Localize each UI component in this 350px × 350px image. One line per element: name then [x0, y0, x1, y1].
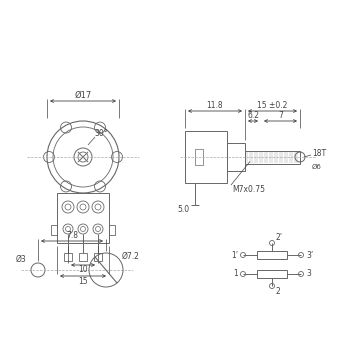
- Text: 1’: 1’: [231, 251, 238, 259]
- Bar: [79, 253, 87, 261]
- Text: Ø6: Ø6: [312, 164, 322, 170]
- Text: 7.8: 7.8: [66, 231, 78, 240]
- Text: 3’: 3’: [306, 251, 313, 259]
- Text: 30°: 30°: [94, 128, 108, 138]
- Bar: [109, 225, 115, 235]
- Text: 6.2: 6.2: [247, 112, 259, 120]
- Text: 11.8: 11.8: [207, 100, 223, 110]
- Text: 3: 3: [306, 270, 311, 279]
- Text: 2’: 2’: [276, 233, 283, 243]
- Bar: [64, 253, 72, 261]
- Text: 15 ±0.2: 15 ±0.2: [257, 100, 288, 110]
- Text: 18T: 18T: [312, 149, 326, 159]
- Text: Ø7.2: Ø7.2: [122, 252, 140, 260]
- Bar: [51, 225, 57, 235]
- Bar: [227, 143, 245, 171]
- Text: 15: 15: [78, 276, 88, 286]
- Text: 1: 1: [233, 270, 238, 279]
- Text: M7x0.75: M7x0.75: [232, 184, 265, 194]
- Bar: [94, 253, 102, 261]
- Text: Ø3: Ø3: [16, 254, 26, 264]
- Bar: [195, 149, 203, 165]
- Text: Ø17: Ø17: [74, 91, 92, 99]
- Bar: [185, 131, 227, 183]
- Bar: [257, 251, 287, 259]
- Text: 7: 7: [278, 112, 283, 120]
- Text: 2: 2: [276, 287, 281, 295]
- Bar: [57, 193, 109, 243]
- Bar: [245, 150, 300, 163]
- Text: 10: 10: [78, 266, 88, 274]
- Text: 5.0: 5.0: [177, 204, 189, 214]
- Bar: [257, 270, 287, 278]
